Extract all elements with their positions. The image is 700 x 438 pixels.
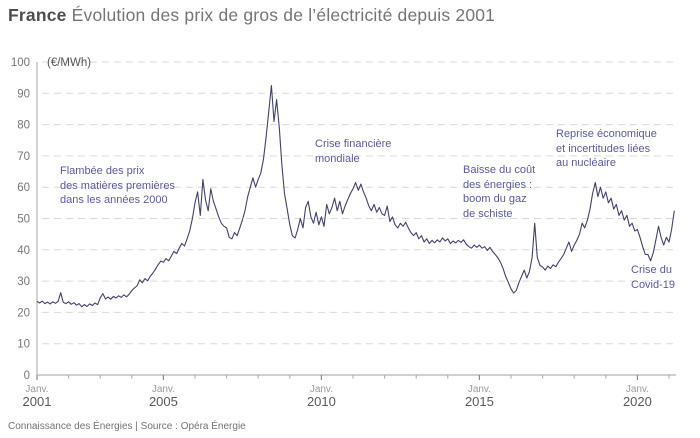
y-tick-label-90: 90 <box>17 88 30 100</box>
y-axis-unit-label: (€/MWh) <box>47 57 91 69</box>
annotation-covid: Crise du Covid-19 <box>631 264 676 291</box>
x-tick-year-2005: 2005 <box>149 394 178 409</box>
title-text: Évolution des prix de gros de l’électric… <box>71 5 496 25</box>
x-tick-month-2015: Janv. <box>468 384 491 395</box>
y-tick-label-100: 100 <box>11 57 30 69</box>
annotation-flambee-prix: Flambée des prix des matières premières da… <box>60 165 175 206</box>
annotation-reprise-nucleaire: Reprise économique et incertitudes liées a… <box>556 128 657 169</box>
y-tick-label-70: 70 <box>17 151 30 163</box>
x-tick-month-2001: Janv. <box>25 384 48 395</box>
y-tick-label-40: 40 <box>17 245 30 257</box>
country-label: France <box>8 5 67 25</box>
x-tick-month-2005: Janv. <box>152 384 175 395</box>
x-tick-year-2001: 2001 <box>23 394 52 409</box>
y-tick-label-0: 0 <box>24 370 30 382</box>
price-series-line <box>36 84 675 308</box>
x-tick-month-2010: Janv. <box>310 384 333 395</box>
annotation-gaz-schiste: Baisse du coût des énergies : boom du gaz d… <box>463 164 536 220</box>
x-tick-year-2020: 2020 <box>623 394 652 409</box>
y-tick-label-60: 60 <box>17 182 30 194</box>
page-title: France Évolution des prix de gros de l’é… <box>8 5 495 26</box>
y-tick-label-10: 10 <box>17 339 30 351</box>
source-credit: Connaissance des Énergies | Source : Opé… <box>8 421 246 432</box>
y-tick-label-80: 80 <box>17 120 30 132</box>
annotation-crise-financiere: Crise financière mondiale <box>315 138 392 165</box>
y-tick-label-30: 30 <box>17 276 30 288</box>
electricity-price-line-chart: 0 10 20 30 40 50 60 70 80 90 100 (€/MWh) Janv. 2001 Ja… <box>0 34 700 414</box>
y-tick-label-50: 50 <box>17 214 30 226</box>
x-tick-month-2020: Janv. <box>626 384 649 395</box>
x-tick-year-2010: 2010 <box>307 394 336 409</box>
x-tick-year-2015: 2015 <box>465 394 494 409</box>
y-tick-label-20: 20 <box>17 307 30 319</box>
